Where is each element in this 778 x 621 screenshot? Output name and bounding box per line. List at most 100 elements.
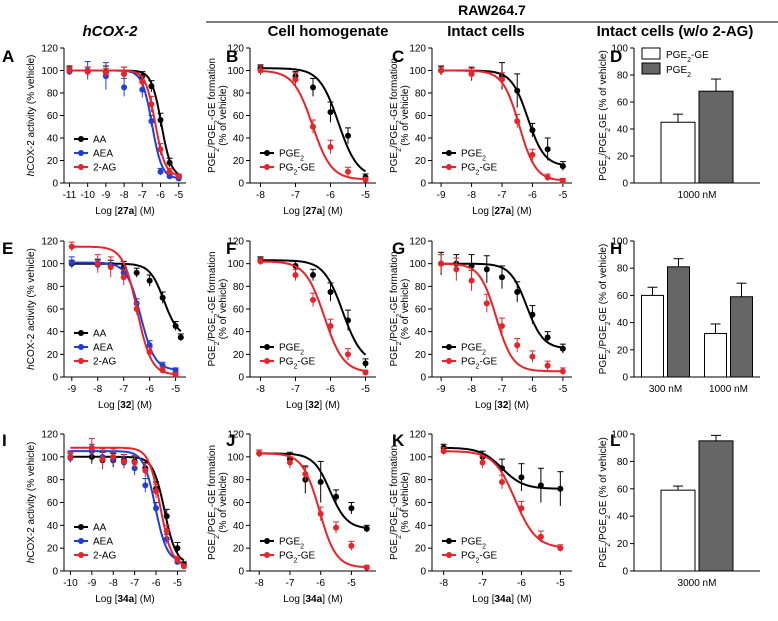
- data-point: [544, 362, 551, 369]
- fit-line: [71, 245, 176, 376]
- y-label-line2: (% of vehicle): [400, 85, 411, 146]
- panel-B: B 0 20 40 60 80 100 120 PGE2/PGE2-GE formation (%…: [207, 44, 376, 217]
- y-tick-label: 80: [415, 475, 427, 486]
- data-point: [177, 334, 184, 341]
- legend-label: AEA: [93, 149, 113, 160]
- y-tick-label: 100: [409, 66, 426, 77]
- data-point: [148, 118, 155, 125]
- y-tick-label: 20: [233, 156, 245, 167]
- y-tick-label: 20: [617, 539, 629, 550]
- data-point: [302, 470, 309, 477]
- legend-label: AEA: [93, 343, 113, 354]
- x-tick-label: -7: [119, 384, 128, 395]
- legend-swatch-dot: [264, 164, 270, 170]
- y-tick-label: 100: [409, 452, 426, 463]
- legend-swatch: [641, 47, 661, 60]
- y-tick-label: 20: [47, 350, 59, 361]
- data-point: [327, 323, 334, 329]
- x-tick-label: -9: [437, 384, 446, 395]
- legend-label: PGE2: [279, 537, 304, 551]
- fit-line: [70, 450, 178, 561]
- y-label-line1: PGE2/PGE2-GE formation: [207, 58, 221, 173]
- data-point: [529, 127, 536, 134]
- panel-K: K 0 20 40 60 80 100 120 PGE2/PGE2-GE formation (%…: [389, 430, 572, 605]
- x-tick-label: -9: [67, 384, 76, 395]
- bar-PGE2: [698, 90, 734, 184]
- y-tick-label: 0: [52, 179, 58, 190]
- bar-PGE2: [667, 266, 690, 378]
- y-tick-label: 100: [611, 237, 628, 248]
- y-tick-label: 80: [415, 282, 427, 293]
- legend-label: AA: [93, 135, 107, 146]
- y-tick-label: 120: [41, 430, 58, 441]
- data-point: [166, 168, 173, 175]
- legend-label: PGE2: [279, 149, 304, 163]
- y-label-line1: PGE2/PGE2-GE formation: [389, 251, 403, 366]
- legend-swatch-dot: [78, 150, 84, 156]
- y-tick-label: 0: [622, 373, 628, 384]
- legend-swatch-dot: [264, 358, 270, 364]
- y-tick-label: 40: [415, 327, 427, 338]
- legend-swatch-dot: [78, 136, 84, 142]
- legend-entry: AEA: [74, 343, 113, 354]
- bar-PGE2: [698, 440, 734, 572]
- x-tick-label: -6: [156, 190, 165, 201]
- header-hcox2: hCOX-2: [82, 23, 138, 40]
- legend-swatch-dot: [78, 552, 84, 558]
- y-tick-label: 20: [415, 544, 427, 555]
- header-cell-homogenate: Cell homogenate: [268, 23, 389, 40]
- y-tick-label: 100: [227, 259, 244, 270]
- data-point: [333, 493, 340, 500]
- data-point: [166, 173, 173, 180]
- y-tick-label: 80: [233, 89, 245, 100]
- y-tick-label: 20: [47, 544, 59, 555]
- x-label: Log [32] (M): [475, 400, 529, 411]
- panel-letter: A: [2, 47, 14, 66]
- panel-letter: E: [2, 239, 13, 258]
- y-tick-label: 80: [47, 475, 59, 486]
- y-tick-label: 120: [409, 430, 426, 441]
- y-tick-label: 20: [415, 156, 427, 167]
- legend-entry: PGE2: [442, 149, 486, 162]
- data-point: [499, 274, 505, 281]
- y-tick-label: 0: [420, 567, 426, 578]
- data-point: [146, 342, 153, 349]
- data-point: [559, 368, 566, 375]
- series-PG2-GE: [257, 65, 369, 183]
- y-tick-label: 20: [617, 345, 629, 356]
- y-label: PGE2/PGE2GE (% of vehicle): [598, 244, 612, 375]
- data-point: [163, 513, 170, 520]
- data-point: [153, 505, 160, 512]
- x-tick-label: -6: [326, 190, 335, 201]
- legend-swatch-dot: [446, 538, 452, 544]
- data-point: [163, 528, 170, 535]
- y-tick-label: 40: [47, 134, 59, 145]
- data-point: [159, 367, 166, 374]
- x-tick-label: -7: [498, 384, 507, 395]
- data-point: [544, 174, 551, 181]
- group-label: 1000 nM: [678, 190, 717, 201]
- x-label: Log [27a] (M): [283, 206, 342, 217]
- data-point: [131, 459, 138, 466]
- legend-entry: PGE2: [260, 343, 304, 356]
- data-point: [139, 78, 146, 85]
- data-point: [348, 505, 355, 512]
- y-tick-label: 120: [409, 44, 426, 55]
- legend-entry: PGE2: [442, 343, 486, 356]
- bar-PGE2: [730, 296, 753, 378]
- panel-I: I 0 20 40 60 80 100 120 hCOX-2 activity (% vehic…: [2, 430, 187, 605]
- data-point: [440, 448, 447, 455]
- y-label-line2: (% of vehicle): [218, 472, 229, 533]
- data-point: [120, 458, 127, 465]
- x-tick-label: -6: [528, 384, 537, 395]
- data-point: [172, 371, 179, 378]
- data-point: [529, 151, 536, 158]
- y-tick-label: 100: [409, 259, 426, 270]
- legend-entry: 2-AG: [74, 163, 117, 174]
- x-tick-label: -7: [138, 190, 147, 201]
- data-point: [514, 87, 521, 94]
- y-label-line1: PGE2/PGE2-GE formation: [389, 58, 403, 173]
- y-tick-label: 0: [238, 179, 244, 190]
- y-tick-label: 60: [47, 305, 59, 316]
- header-intact-wo: Intact cells (w/o 2-AG): [597, 23, 754, 40]
